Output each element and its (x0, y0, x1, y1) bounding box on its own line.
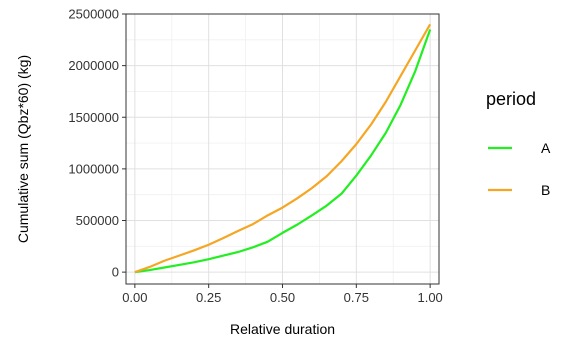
y-axis-title: Cumulative sum (Qbz*60) (kg) (15, 55, 31, 243)
y-tick-label: 0 (112, 265, 119, 280)
y-tick-label: 500000 (76, 213, 119, 228)
series-line-B (134, 23, 432, 274)
x-tick-label: 0.50 (270, 290, 295, 305)
x-tick-label: 0.75 (344, 290, 369, 305)
y-tick-label: 1000000 (68, 161, 119, 176)
x-tick-label: 0.00 (122, 290, 147, 305)
y-tick-label: 2000000 (68, 58, 119, 73)
legend-label-A: A (541, 140, 551, 156)
x-tick-label: 0.25 (196, 290, 221, 305)
series-line-A (134, 29, 432, 274)
axes: 0.00 0.25 0.50 0.75 1.00 0 500000 1000000 150000… (68, 7, 442, 306)
legend-label-B: B (541, 182, 550, 198)
series-lines (134, 23, 432, 274)
y-tick-label: 1500000 (68, 110, 119, 125)
x-axis-title: Relative duration (230, 321, 335, 337)
legend-title: period (486, 89, 536, 109)
y-tick-label: 2500000 (68, 7, 119, 22)
legend: period A B (486, 89, 551, 198)
x-tick-label: 1.00 (417, 290, 442, 305)
